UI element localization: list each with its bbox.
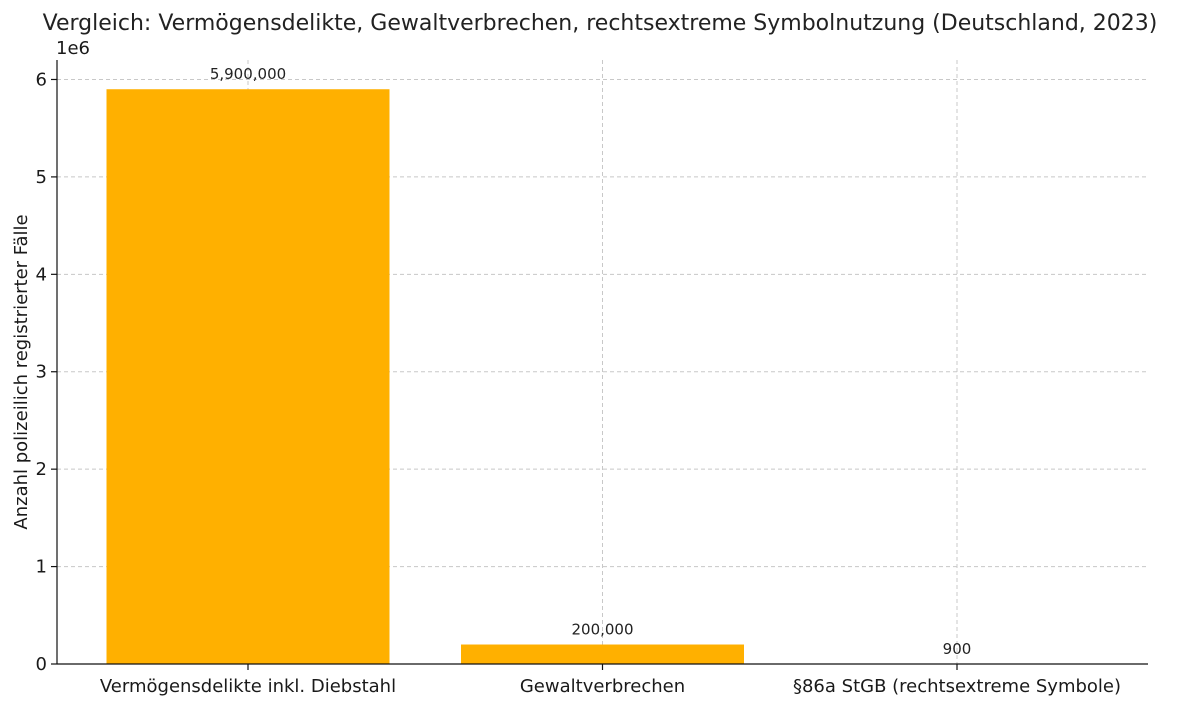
y-axis-label: Anzahl polizeilich registrierter Fälle (11, 214, 32, 529)
labels: 0 1 2 3 4 5 6 5,900,000 200,000 900 Vermögensdelik… (36, 65, 1121, 697)
bar-data-label: 900 (943, 640, 972, 658)
bar-data-label: 200,000 (571, 621, 633, 639)
bars (106, 89, 1099, 664)
y-tick-label: 1 (36, 557, 47, 578)
x-tick-label: Vermögensdelikte inkl. Diebstahl (100, 676, 396, 697)
x-tick-label: Gewaltverbrechen (520, 676, 685, 697)
bar (106, 89, 390, 664)
x-tick-label: §86a StGB (rechtsextreme Symbole) (793, 676, 1121, 697)
y-tick-label: 3 (36, 362, 47, 383)
bar (461, 644, 744, 664)
y-tick-label: 2 (36, 459, 47, 480)
chart-title: Vergleich: Vermögensdelikte, Gewaltverbr… (43, 11, 1158, 36)
axes (51, 60, 1148, 670)
bar-data-label: 5,900,000 (210, 65, 286, 83)
y-tick-label: 5 (36, 167, 47, 188)
y-tick-label: 0 (36, 654, 47, 675)
y-axis-multiplier: 1e6 (56, 38, 90, 59)
y-tick-label: 4 (36, 264, 47, 285)
y-tick-label: 6 (36, 69, 47, 90)
